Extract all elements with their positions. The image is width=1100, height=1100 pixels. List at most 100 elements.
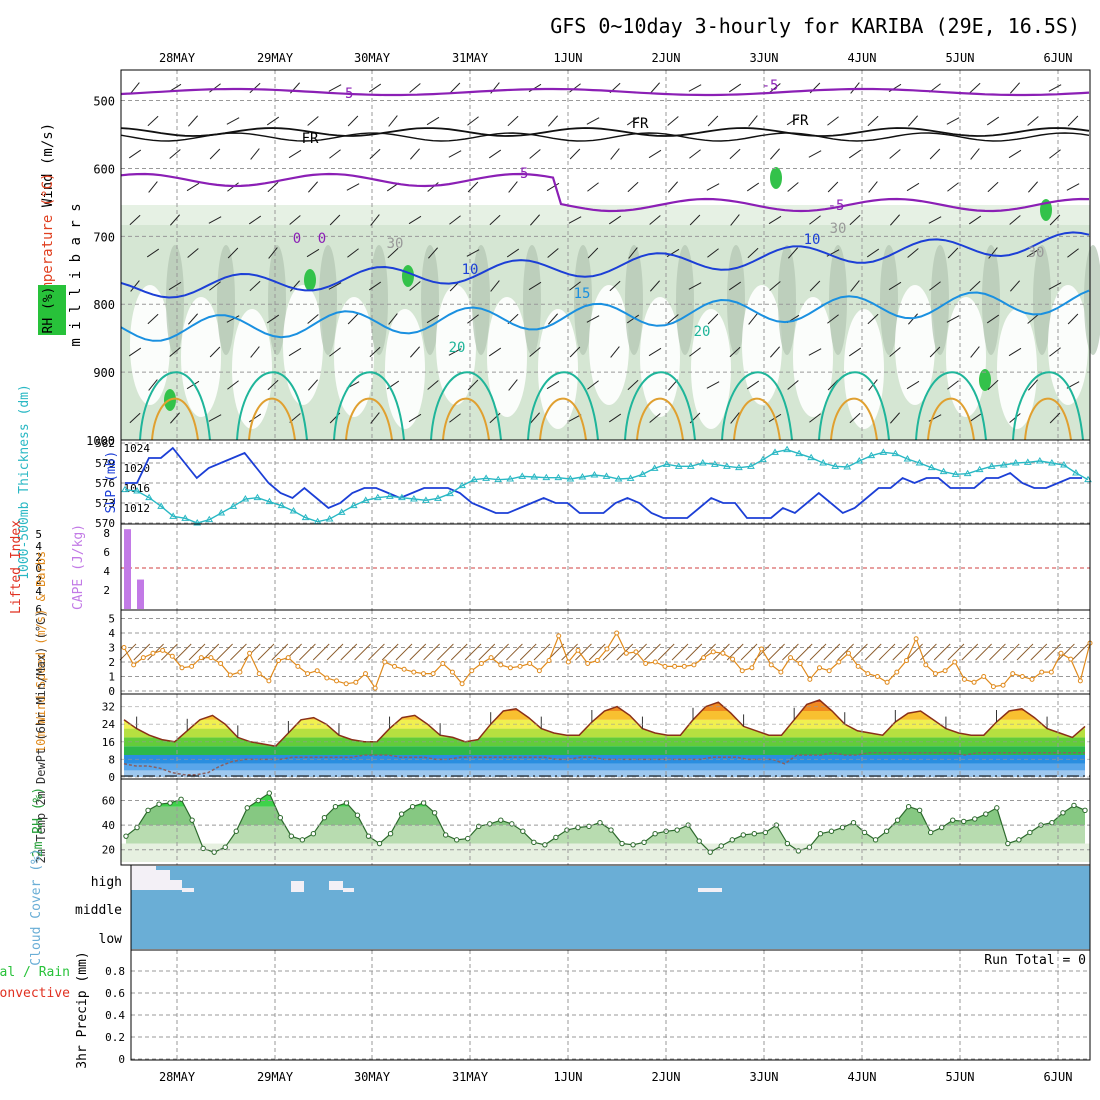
thickness-marker-59 bbox=[831, 462, 840, 469]
rh-marker-16 bbox=[299, 837, 306, 843]
wind-speed-marker-55 bbox=[652, 659, 658, 665]
rh-marker-31 bbox=[465, 835, 471, 842]
wind-barb bbox=[929, 281, 941, 291]
wind-barb bbox=[146, 248, 160, 258]
wind-barb bbox=[729, 346, 741, 358]
wind-barb bbox=[188, 313, 198, 325]
wind-barb bbox=[667, 116, 679, 126]
thickness-marker-10 bbox=[241, 495, 250, 502]
wind-barb bbox=[1028, 181, 1038, 193]
surface-wind-barb bbox=[1030, 643, 1048, 661]
rh-marker-77 bbox=[972, 816, 978, 822]
temp-band-7 bbox=[124, 711, 1085, 720]
wind-speed-marker-80 bbox=[894, 669, 900, 675]
thickness-marker-79 bbox=[1072, 469, 1080, 476]
wind-barb bbox=[786, 116, 800, 126]
wind-barb bbox=[867, 115, 879, 127]
thickness-marker-32 bbox=[506, 475, 515, 482]
panel-frame-7 bbox=[130, 949, 1091, 1061]
wind-speed-marker-30 bbox=[411, 669, 417, 675]
thickness-marker-54 bbox=[771, 448, 779, 455]
wind-barb bbox=[809, 413, 821, 423]
wind-barb bbox=[448, 348, 462, 356]
surface-wind-barb bbox=[271, 643, 289, 661]
wind-barb bbox=[410, 346, 420, 358]
wind-speed-marker-37 bbox=[478, 660, 484, 666]
isotherm-20-arch bbox=[527, 371, 599, 441]
wind-barb bbox=[209, 346, 221, 358]
wind-barb bbox=[409, 83, 421, 93]
wind-barb bbox=[248, 215, 262, 225]
wind-barb bbox=[329, 214, 341, 226]
wind-speed-marker-26 bbox=[372, 685, 378, 691]
wind-barb bbox=[168, 281, 182, 291]
thickness-marker-60 bbox=[843, 463, 852, 470]
thickness-marker-36 bbox=[554, 473, 563, 481]
wind-barb bbox=[689, 214, 701, 226]
rh-marker-46 bbox=[630, 842, 636, 848]
temperature-line bbox=[123, 699, 1086, 748]
precip-tick-0.6: 0.6 bbox=[105, 987, 125, 1000]
surface-wind-barb bbox=[340, 643, 358, 661]
wind-barb bbox=[626, 314, 640, 324]
dry-pocket-17 bbox=[997, 309, 1037, 429]
date-label-bottom-4JUN: 4JUN bbox=[848, 1070, 877, 1084]
moist-column-8 bbox=[574, 245, 592, 355]
wind-barb bbox=[769, 83, 781, 93]
wind-barb bbox=[288, 347, 302, 357]
cloud-gap-4 bbox=[291, 881, 304, 892]
precip-panel: 0 0.2 0.4 0.6 0.8 Run Total = 0 3hr Precip (mm… bbox=[0, 950, 1090, 1069]
isotherm-25-arch bbox=[442, 397, 490, 441]
cloud-panel: high middle low Cloud Cover (%) bbox=[29, 848, 1090, 966]
date-label-top-1JUN: 1JUN bbox=[554, 51, 583, 65]
contour-label-0: -5 bbox=[337, 86, 354, 102]
contour-label-13: 20 bbox=[694, 324, 711, 340]
wind-speed-marker-53 bbox=[633, 649, 639, 655]
wind-barb bbox=[569, 148, 581, 160]
rh-marker-60 bbox=[784, 840, 791, 847]
rh-marker-4 bbox=[167, 800, 173, 806]
wind-speed-marker-66 bbox=[759, 646, 765, 652]
thickness-marker-6 bbox=[193, 519, 202, 526]
thickness-marker-62 bbox=[867, 451, 876, 459]
thickness-marker-22 bbox=[385, 492, 394, 499]
isotherm-25-arch bbox=[830, 397, 878, 441]
surface-wind-barb bbox=[644, 643, 661, 661]
wind-barb bbox=[1027, 116, 1039, 126]
wind-barb bbox=[268, 247, 278, 259]
wind-speed-marker-49 bbox=[594, 658, 600, 664]
wind-barb bbox=[728, 281, 742, 291]
surface-wind-barb bbox=[947, 643, 965, 661]
wind-speed-marker-31 bbox=[420, 671, 426, 677]
thickness-marker-73 bbox=[999, 461, 1008, 468]
rh-marker-18 bbox=[321, 815, 328, 821]
rh-marker-47 bbox=[641, 839, 647, 846]
date-label-bottom-1JUN: 1JUN bbox=[554, 1070, 583, 1084]
dry-pocket-13 bbox=[793, 297, 833, 417]
thickness-marker-75 bbox=[1023, 458, 1032, 465]
thickness-marker-9 bbox=[229, 502, 238, 509]
ylabel-rh: RH (%) bbox=[41, 287, 56, 334]
wind-barb bbox=[587, 380, 599, 390]
wind-speed-marker-64 bbox=[739, 668, 745, 674]
rh-marker-30 bbox=[453, 837, 460, 843]
isotherm-minus5-upper bbox=[120, 87, 1090, 97]
wind-barb bbox=[890, 412, 900, 424]
run-total: Run Total = 0 bbox=[984, 953, 1086, 968]
wind-barb bbox=[867, 313, 879, 325]
thickness-slp-panel: 57057357657958210121016102010241000-500m… bbox=[17, 384, 1092, 580]
thickness-marker-31 bbox=[494, 475, 503, 483]
rh-tick-60: 60 bbox=[102, 795, 115, 808]
dry-pocket-0 bbox=[130, 285, 170, 405]
wind-barb bbox=[628, 247, 638, 259]
wind-barb bbox=[569, 281, 581, 291]
wind-speed-marker-72 bbox=[817, 665, 823, 671]
wind-barb bbox=[848, 149, 862, 159]
wind-barb bbox=[467, 314, 479, 324]
wind-barb bbox=[707, 115, 719, 127]
surface-wind-barb bbox=[685, 643, 703, 661]
wind-barb bbox=[307, 314, 319, 324]
surface-wind-barb bbox=[851, 643, 868, 661]
surface-wind-barb bbox=[1071, 643, 1089, 661]
